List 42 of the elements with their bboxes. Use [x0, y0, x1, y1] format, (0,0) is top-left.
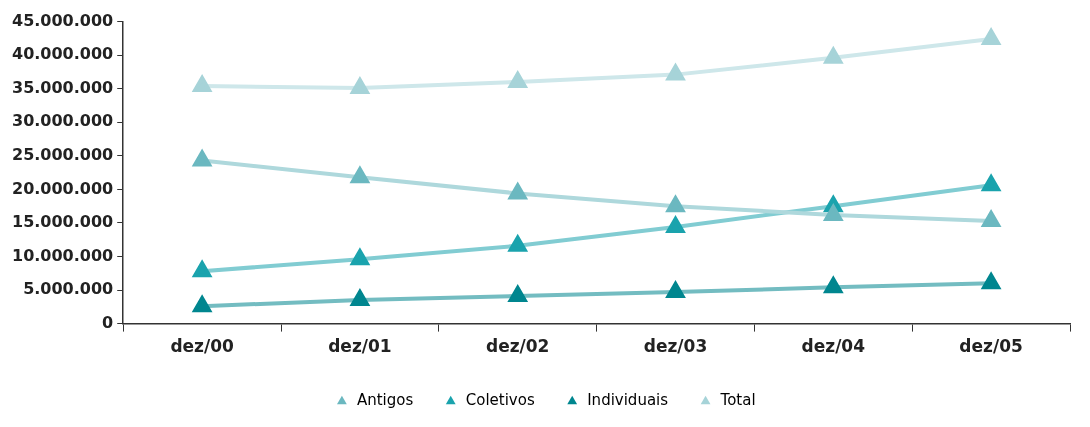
point: [665, 62, 686, 81]
x-tick-label: dez/02: [485, 336, 550, 357]
point: [982, 210, 1001, 227]
point: [982, 175, 1001, 192]
point: [666, 196, 685, 213]
y-tick-label: 25.000.000: [12, 144, 114, 164]
x-tick-label: dez/00: [170, 336, 235, 357]
point: [824, 277, 843, 294]
x-tick-label: dez/05: [959, 336, 1023, 357]
y-tick-label: 5.000.000: [23, 279, 114, 299]
legend-label: Antigos: [356, 391, 414, 410]
x-tick-label: dez/04: [801, 336, 866, 357]
y-tick-label: 20.000.000: [12, 178, 114, 198]
point: [508, 183, 527, 200]
y-tick-label: 40.000.000: [12, 44, 114, 64]
y-tick-label: 35.000.000: [12, 77, 114, 97]
point: [982, 273, 1001, 290]
point: [508, 286, 527, 303]
y-tick-label: 10.000.000: [12, 245, 114, 265]
y-tick-label: 45.000.000: [12, 10, 114, 30]
point: [666, 216, 685, 233]
point: [982, 29, 1001, 46]
point: [824, 204, 843, 221]
y-tick-label: 15.000.000: [12, 212, 114, 232]
point: [666, 282, 685, 299]
point: [193, 261, 212, 278]
point: [350, 249, 369, 266]
y-tick-label: 30.000.000: [12, 111, 114, 131]
point: [350, 78, 369, 95]
legend-label: Coletivos: [465, 391, 535, 410]
y-tick-label: 0: [102, 312, 114, 332]
point: [193, 76, 212, 93]
legend-label: Individuais: [587, 391, 669, 410]
point: [350, 167, 369, 184]
x-tick-label: dez/03: [643, 336, 708, 357]
point: [824, 47, 843, 64]
point: [508, 72, 527, 88]
point: [350, 290, 369, 307]
legend-label: Total: [719, 391, 756, 410]
point: [507, 233, 528, 252]
x-tick-label: dez/01: [328, 336, 392, 357]
point: [193, 296, 212, 313]
